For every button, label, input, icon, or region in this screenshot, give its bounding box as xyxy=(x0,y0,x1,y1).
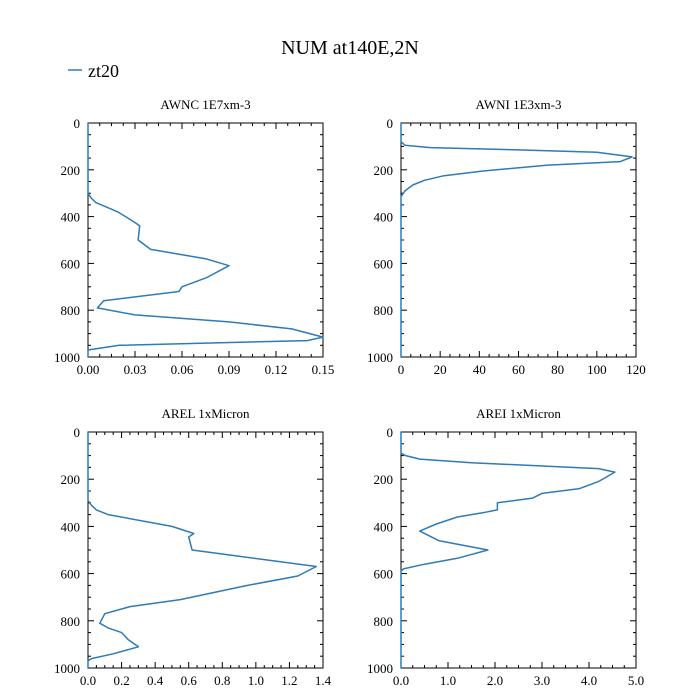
y-tick-label: 600 xyxy=(61,567,81,582)
y-tick-label: 0 xyxy=(74,116,81,131)
x-tick-label: 0.06 xyxy=(171,362,194,377)
y-tick-label: 400 xyxy=(374,519,394,534)
plot-frame xyxy=(87,122,324,358)
x-tick-label: 1.0 xyxy=(248,673,264,688)
x-tick-label: 2.0 xyxy=(487,673,503,688)
series-line-zt20 xyxy=(87,432,318,668)
panel-3: AREL 1xMicron 0.0 0.2 0.4 0.6 0.8 1.0 1.2 1.4 0 20… xyxy=(54,406,332,688)
y-tick-label: 0 xyxy=(387,425,394,440)
x-tick-label: 1.4 xyxy=(315,673,332,688)
y-tick-label: 800 xyxy=(374,614,394,629)
figure-title: NUM at140E,2N xyxy=(281,37,419,59)
y-tick-label: 0 xyxy=(74,425,81,440)
x-tick-label: 0.09 xyxy=(218,362,241,377)
plot-frame xyxy=(87,431,324,669)
panels: AWNC 1E7xm-30.00 0.03 0.06 0.09 0.12 0.150200… xyxy=(54,97,646,688)
x-tick-label: 0.15 xyxy=(312,362,335,377)
y-tick-label: 400 xyxy=(61,210,81,225)
series-line-zt20 xyxy=(87,123,324,357)
series-line-zt20 xyxy=(400,123,633,357)
y-tick-label: 800 xyxy=(61,614,81,629)
x-tick-label: 1.0 xyxy=(440,673,456,688)
x-tick-label: 0.00 xyxy=(77,362,100,377)
y-tick-label: 600 xyxy=(374,256,394,271)
y-tick-label: 200 xyxy=(374,472,394,487)
y-tick-label: 200 xyxy=(61,163,81,178)
x-tick-label: 1.2 xyxy=(281,673,297,688)
y-tick-label: 1000 xyxy=(367,350,393,365)
y-tick-label: 600 xyxy=(374,567,394,582)
x-tick-label: 0.8 xyxy=(214,673,230,688)
panel-title: AWNC 1E7xm-3 xyxy=(160,97,250,112)
x-tick-label: 0.4 xyxy=(147,673,164,688)
x-tick-label: 0 xyxy=(398,362,405,377)
x-tick-label: 80 xyxy=(551,362,564,377)
y-tick-label: 400 xyxy=(61,519,81,534)
panel-title: AWNI 1E3xm-3 xyxy=(476,97,562,112)
panel-title: AREI 1xMicron xyxy=(476,406,561,421)
y-tick-label: 1000 xyxy=(367,661,393,676)
x-tick-label: 5.0 xyxy=(628,673,644,688)
panel-2: AWNI 1E3xm-3 0 20 40 60 80 100 120 0 200 400 600 800… xyxy=(367,97,646,377)
y-tick-label: 0 xyxy=(387,116,394,131)
y-tick-label: 800 xyxy=(61,303,81,318)
panel-1: AWNC 1E7xm-3 0.00 0.03 0.06 0.09 0.12 0.15 0 200… xyxy=(54,97,334,377)
y-tick-label: 400 xyxy=(374,210,394,225)
y-tick-label: 200 xyxy=(374,163,394,178)
y-tick-label: 600 xyxy=(61,256,81,271)
x-tick-label: 40 xyxy=(473,362,486,377)
plot-frame xyxy=(400,122,637,358)
x-tick-label: 0.03 xyxy=(124,362,147,377)
legend: zt20 xyxy=(68,61,119,81)
x-tick-label: 0.12 xyxy=(265,362,288,377)
x-tick-label: 120 xyxy=(626,362,646,377)
x-tick-label: 0.0 xyxy=(80,673,96,688)
plot-frame xyxy=(400,431,637,669)
panel-4: AREI 1xMicron 0.0 1.0 2.0 3.0 4.0 5.0 0 200 400 60… xyxy=(367,406,644,688)
series-line-zt20 xyxy=(400,432,616,668)
x-tick-label: 0.2 xyxy=(113,673,129,688)
y-tick-label: 1000 xyxy=(54,350,80,365)
x-tick-label: 4.0 xyxy=(581,673,597,688)
x-tick-label: 20 xyxy=(434,362,447,377)
y-tick-label: 200 xyxy=(61,472,81,487)
y-tick-label: 1000 xyxy=(54,661,80,676)
panel-title: AREL 1xMicron xyxy=(162,406,250,421)
x-tick-label: 0.0 xyxy=(393,673,409,688)
y-tick-label: 800 xyxy=(374,303,394,318)
x-tick-label: 0.6 xyxy=(181,673,198,688)
x-tick-label: 100 xyxy=(587,362,607,377)
legend-label-zt20: zt20 xyxy=(88,61,119,81)
x-tick-label: 3.0 xyxy=(534,673,550,688)
x-tick-label: 60 xyxy=(512,362,525,377)
